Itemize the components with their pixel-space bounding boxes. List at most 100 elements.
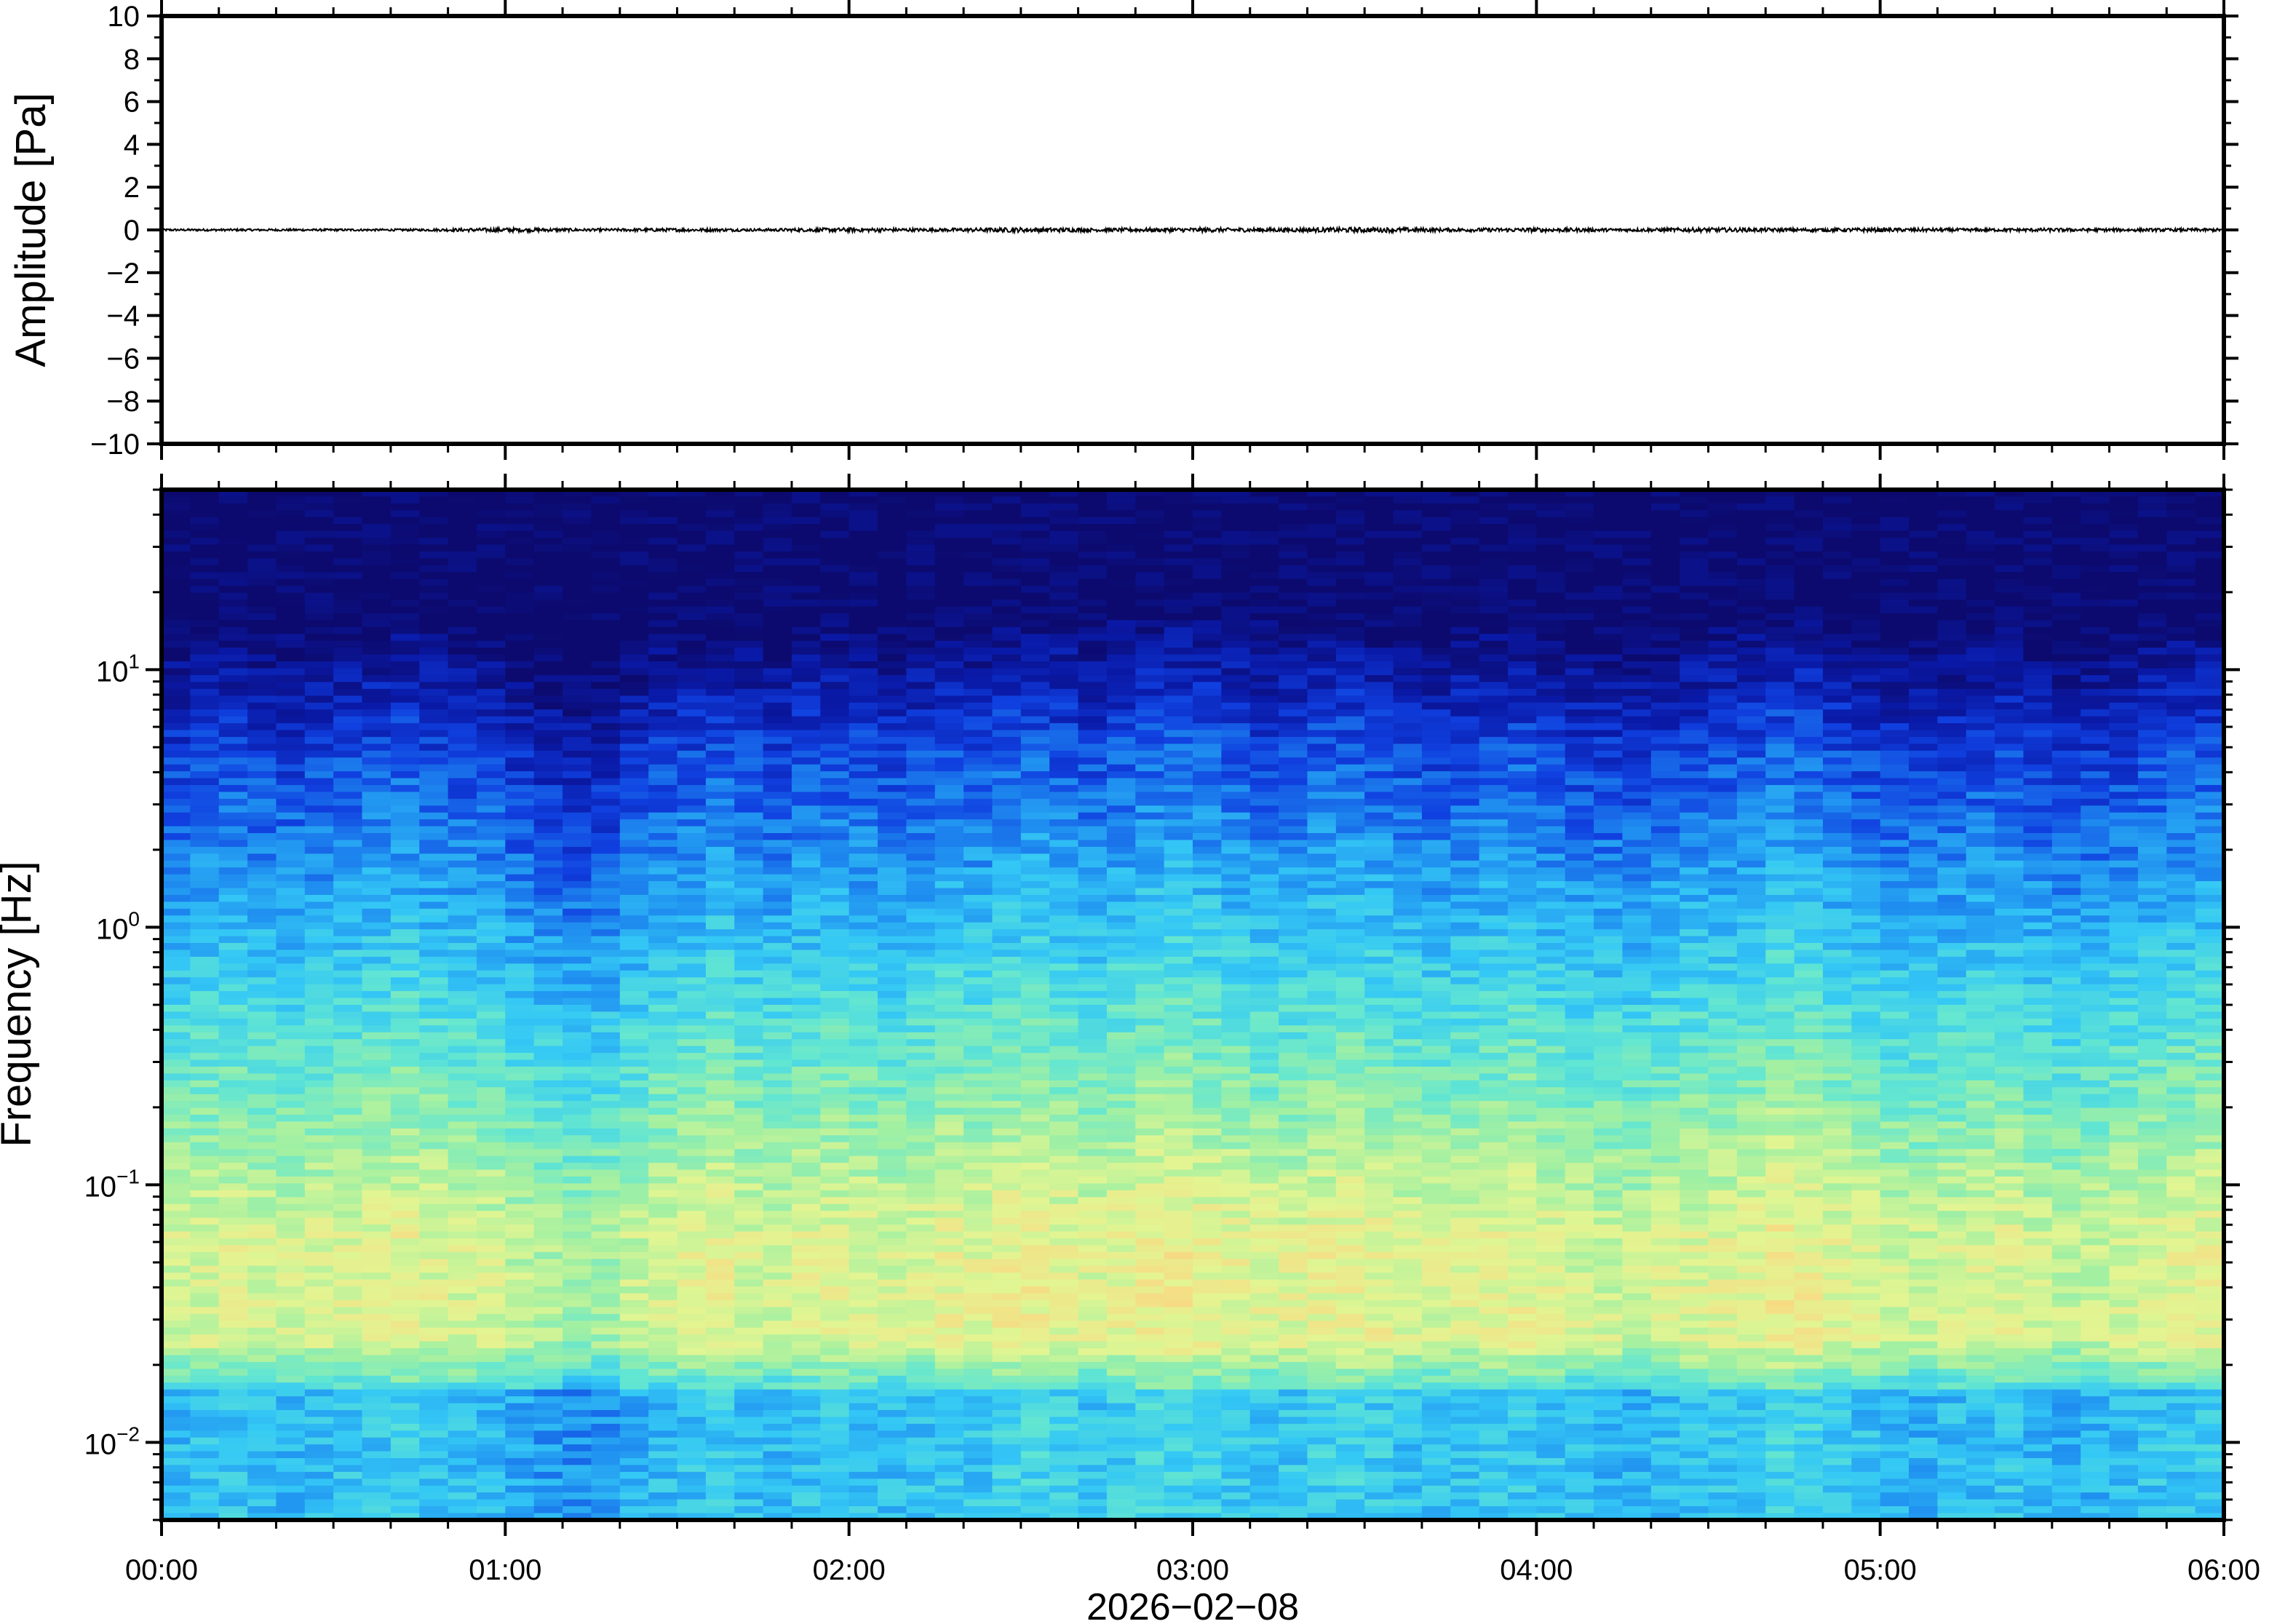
spectrogram-cell: [276, 1403, 306, 1411]
spectrogram-cell: [218, 688, 248, 696]
spectrogram-cell: [190, 1313, 220, 1321]
spectrogram-cell: [448, 950, 477, 958]
spectrogram-cell: [992, 757, 1022, 765]
spectrogram-cell: [563, 696, 592, 704]
spectrogram-cell: [791, 620, 821, 628]
spectrogram-cell: [390, 1382, 420, 1390]
spectrogram-cell: [1049, 565, 1079, 573]
spectrogram-cell: [1049, 674, 1079, 682]
spectrogram-cell: [648, 1211, 678, 1219]
spectrogram-cell: [1049, 1115, 1079, 1123]
spectrogram-cell: [591, 888, 621, 896]
spectrogram-cell: [476, 1293, 506, 1301]
spectrogram-cell: [992, 991, 1022, 999]
spectrogram-cell: [963, 1121, 993, 1129]
spectrogram-cell: [963, 496, 993, 504]
spectrogram-cell: [304, 1101, 334, 1109]
spectrogram-cell: [677, 1149, 707, 1157]
spectrogram-cell: [677, 1430, 707, 1438]
spectrogram-cell: [849, 908, 878, 916]
spectrogram-cell: [705, 1361, 735, 1369]
spectrogram-cell: [648, 503, 678, 511]
spectrogram-cell: [505, 1321, 535, 1329]
spectrogram-cell: [304, 702, 334, 710]
spectrogram-cell: [333, 936, 363, 944]
spectrogram-cell: [1078, 565, 1108, 573]
spectrogram-cell: [247, 1080, 277, 1088]
spectrogram-cell: [820, 1355, 850, 1363]
spectrogram-cell: [820, 860, 850, 868]
spectrogram-cell: [963, 640, 993, 648]
spectrogram-cell: [1049, 1177, 1079, 1185]
spectrogram-cell: [791, 1005, 821, 1013]
spectrogram-cell: [820, 950, 850, 958]
spectrogram-cell: [448, 1094, 477, 1102]
spectrogram-cell: [1049, 1299, 1079, 1307]
spectrogram-cell: [563, 846, 592, 854]
spectrogram-cell: [791, 730, 821, 738]
spectrogram-cell: [276, 1430, 306, 1438]
spectrogram-cell: [190, 1375, 220, 1383]
spectrogram-cell: [247, 956, 277, 964]
spectrogram-cell: [304, 1211, 334, 1219]
spectrogram-cell: [304, 1485, 334, 1493]
spectrogram-cell: [304, 908, 334, 916]
spectrogram-cell: [533, 956, 563, 964]
spectrogram-cell: [563, 1499, 592, 1507]
spectrogram-cell: [1049, 853, 1079, 861]
spectrogram-cell: [934, 1203, 964, 1211]
spectrogram-cell: [333, 1513, 363, 1521]
spectrogram-cell: [591, 1321, 621, 1329]
spectrogram-cell: [390, 1211, 420, 1219]
spectrogram-cell: [906, 1409, 936, 1417]
spectrogram-cell: [304, 1389, 334, 1397]
spectrogram-cell: [878, 517, 907, 525]
spectrogram-cell: [820, 1059, 850, 1067]
spectrogram-cell: [1020, 874, 1050, 882]
spectrogram-cell: [878, 1107, 907, 1115]
spectrogram-cell: [563, 1417, 592, 1425]
spectrogram-cell: [1049, 490, 1079, 498]
spectrogram-cell: [1020, 490, 1050, 498]
spectrogram-cell: [533, 826, 563, 834]
spectrogram-cell: [419, 805, 449, 813]
spectrogram-cell: [648, 1231, 678, 1239]
spectrogram-cell: [276, 640, 306, 648]
spectrogram-cell: [1078, 894, 1108, 902]
spectrogram-cell: [619, 901, 649, 909]
spectrogram-cell: [533, 936, 563, 944]
spectrogram-cell: [190, 1341, 220, 1349]
spectrogram-cell: [677, 1389, 707, 1397]
spectrogram-cell: [591, 1032, 621, 1040]
spectrogram-cell: [878, 1025, 907, 1033]
spectrogram-cell: [963, 1485, 993, 1493]
spectrogram-cell: [419, 1046, 449, 1054]
spectrogram-cell: [963, 943, 993, 951]
spectrogram-cell: [505, 853, 535, 861]
spectrogram-cell: [1049, 1341, 1079, 1349]
spectrogram-cell: [591, 950, 621, 958]
spectrogram-cell: [849, 881, 878, 889]
spectrogram-cell: [276, 1101, 306, 1109]
spectrogram-cell: [304, 1355, 334, 1363]
spectrogram-cell: [533, 1265, 563, 1273]
spectrogram-cell: [563, 1107, 592, 1115]
spectrogram-cell: [1049, 1053, 1079, 1061]
spectrogram-cell: [162, 1465, 191, 1473]
spectrogram-cell: [992, 1389, 1022, 1397]
spectrogram-cell: [734, 1478, 764, 1486]
spectrogram-cell: [476, 606, 506, 614]
spectrogram-cell: [505, 778, 535, 786]
spectrogram-cell: [906, 517, 936, 525]
spectrogram-cell: [591, 840, 621, 848]
spectrogram-cell: [934, 503, 964, 511]
spectrogram-cell: [448, 1396, 477, 1404]
spectrogram-cell: [1020, 572, 1050, 580]
spectrogram-cell: [476, 840, 506, 848]
spectrogram-cell: [677, 1299, 707, 1307]
spectrogram-cell: [648, 1478, 678, 1486]
spectrogram-cell: [505, 812, 535, 820]
spectrogram-cell: [390, 1506, 420, 1514]
spectrogram-cell: [591, 1245, 621, 1253]
spectrogram-cell: [677, 1437, 707, 1445]
